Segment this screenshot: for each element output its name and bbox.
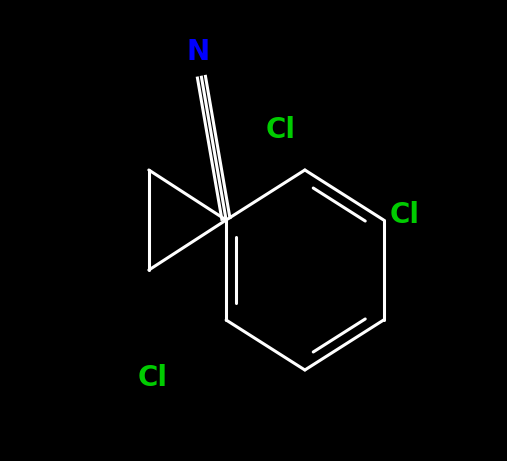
Text: Cl: Cl — [265, 116, 295, 144]
Text: Cl: Cl — [138, 364, 168, 392]
Text: N: N — [187, 38, 210, 66]
Text: Cl: Cl — [390, 201, 420, 229]
